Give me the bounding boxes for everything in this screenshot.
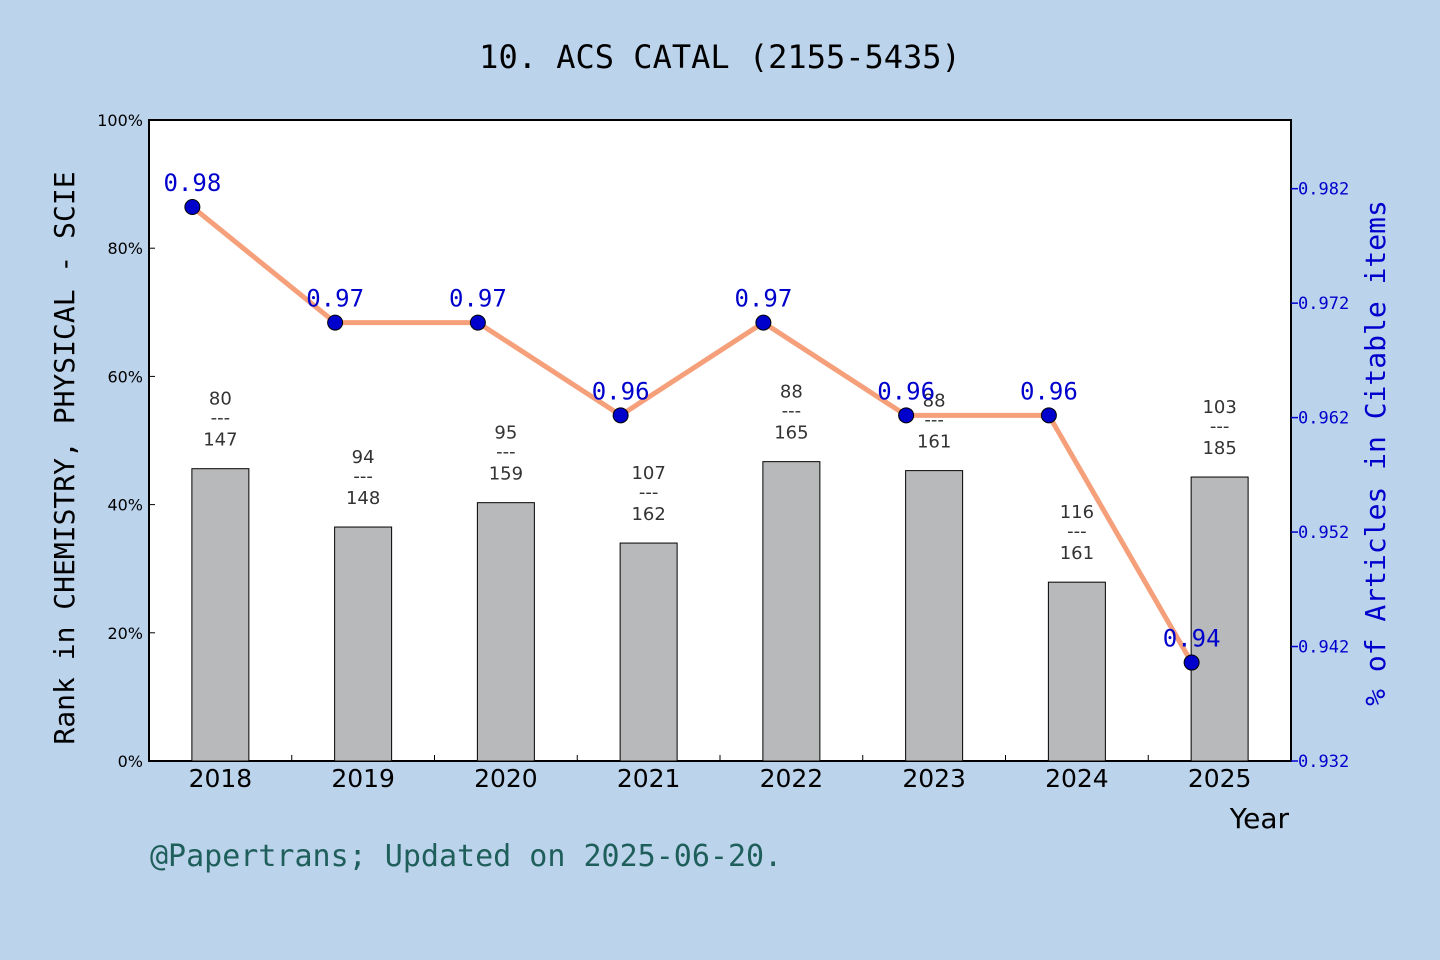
x-tick-label: 2021	[617, 764, 681, 793]
y-tick-label: 0%	[118, 752, 143, 771]
bar-separator-label: ---	[353, 466, 373, 487]
bar-separator-label: ---	[1067, 521, 1087, 542]
bar-rank-label: 94	[352, 447, 375, 468]
bar-total-label: 161	[1060, 543, 1094, 564]
bar-separator-label: ---	[211, 408, 231, 429]
line-marker	[1183, 654, 1200, 671]
line-path	[190, 205, 1194, 664]
line-marker	[327, 314, 344, 331]
bar-rank-label: 116	[1060, 502, 1094, 523]
right-axis: 0.932 0.942 0.952 0.962 0.972 0.982	[1291, 180, 1349, 772]
line-marker	[898, 407, 915, 424]
y2-tick-label: 0.932	[1298, 752, 1349, 772]
x-tick-label: 2020	[474, 764, 538, 793]
x-tick-label: 2025	[1188, 764, 1252, 793]
bar-total-label: 162	[631, 504, 665, 525]
bar-rank-label: 88	[780, 382, 803, 403]
line-point-label: 0.96	[877, 377, 935, 405]
bar	[191, 468, 250, 762]
x-axis: 2018 2019 2020 2021 2022 2023 2024 2025	[189, 755, 1252, 793]
x-tick-label: 2024	[1045, 764, 1109, 793]
bar	[1190, 476, 1249, 762]
line-marker	[469, 314, 486, 331]
bar-rank-label: 103	[1202, 397, 1236, 418]
line-point-label: 0.96	[592, 377, 650, 405]
line-point-label: 0.97	[306, 285, 364, 313]
bar-total-label: 165	[774, 423, 808, 444]
bar-total-label: 147	[203, 430, 237, 451]
line-marker	[184, 198, 201, 215]
bar-separator-label: ---	[1210, 416, 1230, 437]
line-point-label: 0.98	[163, 169, 221, 197]
x-tick-label: 2018	[189, 764, 253, 793]
y2-tick-label: 0.972	[1298, 294, 1349, 314]
bar	[1047, 581, 1106, 762]
bar-total-label: 159	[489, 464, 523, 485]
bar-rank-label: 88	[923, 391, 946, 412]
x-tick-label: 2019	[331, 764, 395, 793]
x-tick-label: 2022	[760, 764, 824, 793]
bar-total-label: 161	[917, 432, 951, 453]
bar-rank-label: 95	[494, 423, 517, 444]
line-series: 0.98 0.97 0.97 0.96 0.97 0.96 0.96 0.94	[163, 169, 1221, 671]
line-marker	[612, 407, 629, 424]
line-marker	[1040, 407, 1057, 424]
bar	[334, 526, 393, 762]
x-axis-label: Year	[1229, 802, 1290, 835]
left-axis: 0% 20% 40% 60% 80% 100%	[97, 111, 155, 771]
line-marker	[755, 314, 772, 331]
y-tick-label: 40%	[107, 496, 143, 515]
bar-total-label: 148	[346, 488, 380, 509]
bar	[905, 470, 964, 762]
bar-separator-label: ---	[782, 401, 802, 422]
line-point-label: 0.96	[1020, 377, 1078, 405]
bar-series	[191, 461, 1249, 762]
bar-separator-label: ---	[924, 410, 944, 431]
y-tick-label: 60%	[107, 367, 143, 386]
line-point-label: 0.94	[1163, 625, 1221, 653]
line-point-label: 0.97	[734, 285, 792, 313]
plot-area	[148, 119, 1292, 762]
line-point-label: 0.97	[449, 285, 507, 313]
y-tick-label: 20%	[107, 624, 143, 643]
y2-tick-label: 0.982	[1298, 180, 1349, 200]
bar	[619, 542, 678, 762]
bar-rank-label: 80	[209, 389, 232, 410]
bar	[762, 461, 821, 762]
y2-tick-label: 0.962	[1298, 409, 1349, 429]
y2-axis-label: % of Articles in Citable items	[1359, 200, 1392, 706]
y-axis-label: Rank in CHEMISTRY, PHYSICAL - SCIE	[48, 171, 81, 744]
bar-rank-label: 107	[631, 463, 665, 484]
x-tick-label: 2023	[902, 764, 966, 793]
bar-separator-label: ---	[639, 482, 659, 503]
y2-tick-label: 0.952	[1298, 523, 1349, 543]
chart-title: 10. ACS CATAL (2155-5435)	[479, 38, 961, 76]
y-tick-label: 80%	[107, 239, 143, 258]
bar	[476, 502, 535, 762]
bar-total-label: 185	[1202, 438, 1236, 459]
footer-note: @Papertrans; Updated on 2025-06-20.	[150, 839, 782, 874]
bar-separator-label: ---	[496, 442, 516, 463]
y-tick-label: 100%	[97, 111, 143, 130]
y2-tick-label: 0.942	[1298, 638, 1349, 658]
